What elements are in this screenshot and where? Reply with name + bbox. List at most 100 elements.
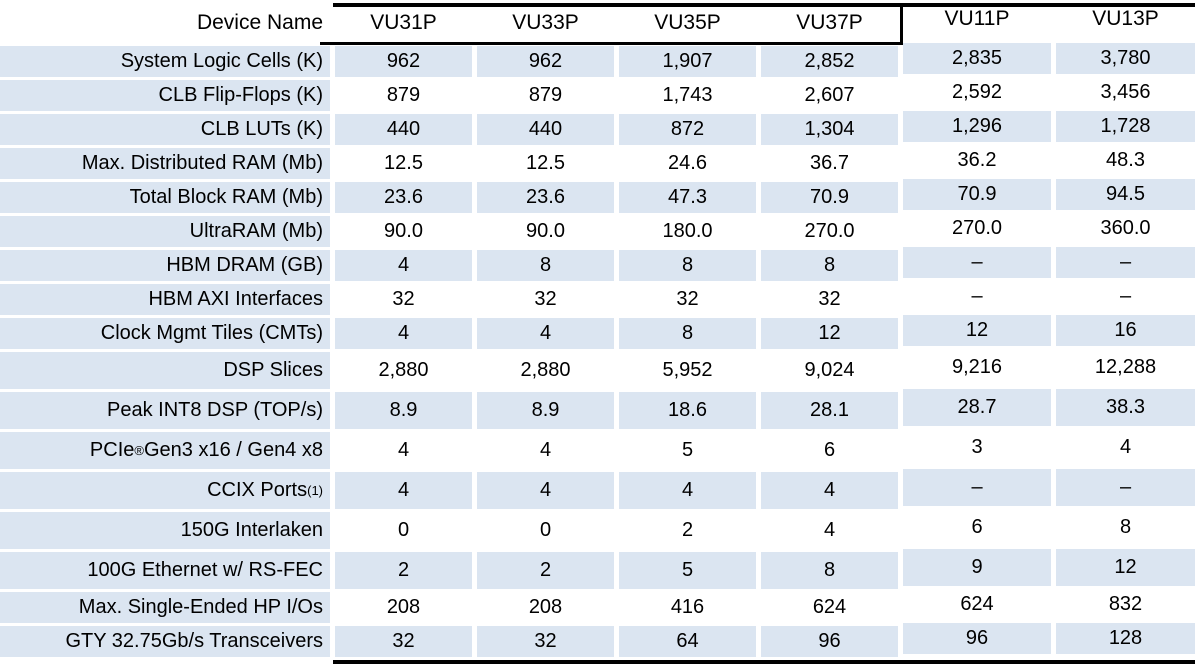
spec-value-cell: 6: [971, 516, 983, 538]
spec-value-cell: 12.5: [384, 152, 423, 174]
row-label-text: CCIX Ports: [207, 479, 308, 501]
spec-value-cell: 96: [761, 626, 898, 657]
row-label: HBM DRAM (GB): [0, 250, 330, 281]
row-label: Total Block RAM (Mb): [0, 182, 330, 213]
spec-value-cell: 3,456: [1100, 81, 1151, 103]
spec-row: 100G Ethernet w/ RS-FEC 2 2 5 8 9 12: [0, 549, 1195, 589]
spec-value-cell: 4: [477, 472, 614, 509]
row-label: CLB LUTs (K): [0, 114, 330, 145]
row-label-text: CLB LUTs (K): [200, 118, 323, 140]
spec-value-cell: 4: [1119, 436, 1132, 458]
spec-value-cell: 16: [1056, 315, 1195, 346]
row-label-text: Peak INT8 DSP (TOP/s): [107, 399, 323, 421]
row-label: PCIe ® Gen3 x16 / Gen4 x8: [0, 432, 330, 469]
spec-row: CCIX Ports (1) 4 4 4 4 – –: [0, 469, 1195, 509]
spec-value-cell: 32: [392, 288, 415, 310]
row-label-text: 100G Ethernet w/ RS-FEC: [87, 559, 323, 581]
spec-value-cell: 3,780: [1056, 43, 1195, 74]
spec-value-cell: 440: [335, 114, 472, 145]
spec-value-cell: 38.3: [1056, 389, 1195, 426]
spec-value-cell: 4: [477, 318, 614, 349]
spec-value-cell: 1,304: [761, 114, 898, 145]
spec-value-cell: 12: [903, 315, 1051, 346]
spec-value-cell: 3: [971, 436, 983, 458]
spec-value-cell: 9,216: [951, 356, 1003, 378]
spec-value-cell: 5: [681, 439, 694, 461]
spec-value-cell: 416: [670, 596, 705, 618]
spec-value-cell: 12.5: [526, 152, 565, 174]
spec-value-cell: 440: [477, 114, 614, 145]
spec-value-cell: 70.9: [903, 179, 1051, 210]
device-column-header-vu11p: VU11P: [944, 7, 1010, 30]
row-label-text: DSP Slices: [223, 359, 323, 381]
row-label-text: PCIe: [89, 439, 135, 461]
spec-value-cell: 6: [823, 439, 836, 461]
spec-value-cell: 32: [477, 626, 614, 657]
spec-value-cell: 9: [903, 549, 1051, 586]
spec-value-cell: 32: [676, 288, 699, 310]
spec-value-cell: 1,743: [662, 84, 713, 106]
spec-row: PCIe ® Gen3 x16 / Gen4 x8 4 4 5 6 3 4: [0, 432, 1195, 469]
table-body: System Logic Cells (K) 962 962 1,907 2,8…: [0, 43, 1195, 657]
spec-value-cell: 47.3: [619, 182, 756, 213]
spec-value-cell: 2,835: [903, 43, 1051, 74]
spec-value-cell: 360.0: [1100, 217, 1151, 239]
spec-value-cell: 5: [619, 552, 756, 589]
spec-value-cell: 90.0: [384, 220, 423, 242]
spec-value-cell: 624: [960, 593, 994, 615]
spec-value-cell: 48.3: [1106, 149, 1145, 171]
spec-value-cell: 4: [761, 472, 898, 509]
spec-row: Clock Mgmt Tiles (CMTs) 4 4 8 12 12 16: [0, 315, 1195, 349]
spec-value-cell: 8: [477, 250, 614, 281]
row-label-text: Clock Mgmt Tiles (CMTs): [100, 322, 323, 344]
row-label: DSP Slices: [0, 352, 330, 389]
header-underline: [320, 42, 903, 45]
row-label-tail: Gen3 x16 / Gen4 x8: [143, 439, 323, 461]
spec-value-cell: 208: [528, 596, 563, 618]
row-label: 150G Interlaken: [0, 512, 330, 549]
table-bottom-border: [333, 660, 1195, 664]
spec-value-cell: 4: [539, 439, 552, 461]
spec-value-cell: 96: [903, 623, 1051, 654]
row-label-text: UltraRAM (Mb): [189, 220, 323, 242]
spec-value-cell: –: [1056, 469, 1195, 506]
row-label: GTY 32.75Gb/s Transceivers: [0, 626, 330, 657]
row-label-text: 150G Interlaken: [180, 519, 323, 541]
device-column-header-vu33p: VU33P: [512, 11, 579, 34]
row-label: Peak INT8 DSP (TOP/s): [0, 392, 330, 429]
spec-value-cell: 8.9: [335, 392, 472, 429]
spec-value-cell: 32: [335, 626, 472, 657]
row-label-text: GTY 32.75Gb/s Transceivers: [65, 630, 323, 652]
spec-value-cell: 2,880: [378, 359, 429, 381]
spec-value-cell: 90.0: [526, 220, 565, 242]
spec-value-cell: 4: [335, 250, 472, 281]
spec-value-cell: 2: [681, 519, 694, 541]
spec-value-cell: 8: [619, 318, 756, 349]
row-label: System Logic Cells (K): [0, 46, 330, 77]
row-label: UltraRAM (Mb): [0, 216, 330, 247]
spec-row: CLB LUTs (K) 440 440 872 1,304 1,296 1,7…: [0, 111, 1195, 145]
spec-row: UltraRAM (Mb) 90.0 90.0 180.0 270.0 270.…: [0, 216, 1195, 247]
row-label-text: HBM DRAM (GB): [166, 254, 323, 276]
spec-value-cell: 9,024: [804, 359, 855, 381]
spec-value-cell: 128: [1056, 623, 1195, 654]
table-top-border: [333, 3, 1195, 7]
spec-value-cell: 94.5: [1056, 179, 1195, 210]
spec-value-cell: 32: [534, 288, 557, 310]
spec-value-cell: 270.0: [804, 220, 855, 242]
spec-value-cell: 8: [761, 250, 898, 281]
spec-value-cell: 208: [386, 596, 421, 618]
spec-row: DSP Slices 2,880 2,880 5,952 9,024 9,216…: [0, 352, 1195, 389]
spec-value-cell: 4: [397, 439, 410, 461]
spec-value-cell: 1,728: [1056, 111, 1195, 142]
row-label: Max. Single-Ended HP I/Os: [0, 592, 330, 623]
spec-value-cell: 24.6: [668, 152, 707, 174]
device-column-header-vu37p: VU37P: [796, 11, 863, 34]
spec-value-cell: 5,952: [662, 359, 713, 381]
spec-value-cell: 28.7: [903, 389, 1051, 426]
spec-value-cell: 64: [619, 626, 756, 657]
spec-value-cell: 879: [528, 84, 563, 106]
spec-value-cell: 18.6: [619, 392, 756, 429]
spec-value-cell: 4: [335, 318, 472, 349]
spec-value-cell: 2,592: [951, 81, 1003, 103]
